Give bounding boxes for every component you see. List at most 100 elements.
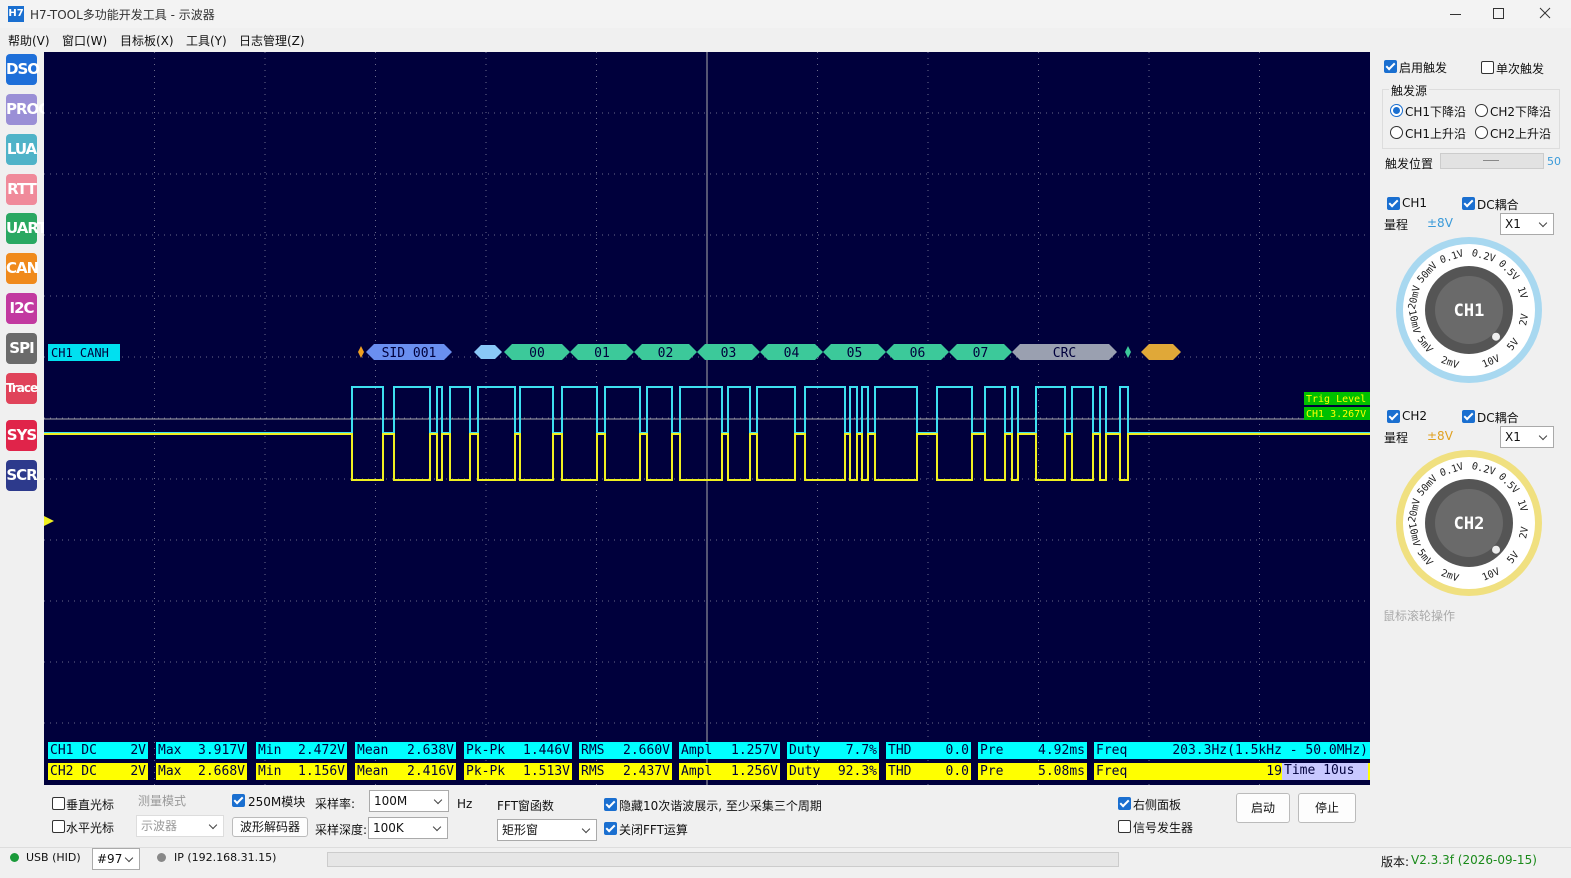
menu-item[interactable]: 帮助(V) [8,34,50,48]
dropdown[interactable]: #97 [92,848,140,870]
measure-cell [787,742,879,759]
label: ±8V [1427,216,1453,230]
tool-tab[interactable]: SPI [6,333,37,364]
checkbox[interactable] [1387,410,1400,423]
label: CH1上升沿 [1405,127,1467,141]
decode-field [504,344,570,360]
progress-bar [327,852,1119,867]
measure-cell [1094,742,1370,759]
checkbox[interactable] [52,820,65,833]
button[interactable]: 波形解码器 [232,817,308,837]
measure-cell [464,742,572,759]
tool-tab[interactable]: SYS [6,420,37,451]
menu-item[interactable]: 工具(Y) [186,34,227,48]
measure-value: 92.3% [837,764,877,779]
measure-value: 2V [130,743,146,758]
checkbox[interactable] [1462,410,1475,423]
measure-value: 1.256V [731,764,778,779]
measure-value: 1.446V [523,743,570,758]
trigger-marker [44,516,54,526]
measure-name: RMS [581,764,605,779]
measure-cell [978,742,1087,759]
checkbox[interactable] [604,798,617,811]
measure-cell [579,763,672,780]
measure-value: 203.3Hz(1.5kHz - 50.0MHz) [1172,743,1368,758]
menu-item[interactable]: 目标板(X) [120,34,174,48]
checkbox[interactable] [1118,820,1131,833]
measure-name: Mean [357,764,389,779]
checkbox[interactable] [52,797,65,810]
menu-item[interactable]: 窗口(W) [62,34,108,48]
decode-field [634,344,697,360]
trigger-label-bg [1304,407,1370,420]
title-bar: H7 H7-TOOL多功能开发工具 - 示波器 [0,0,1571,28]
tool-tab[interactable]: CAN [6,253,39,284]
slider[interactable] [1440,153,1544,169]
measure-name: THD [888,764,912,779]
dropdown[interactable]: X1 [1500,426,1554,448]
dropdown[interactable]: X1 [1500,213,1554,235]
measure-name: CH1 DC [50,743,97,758]
close-button[interactable] [1539,7,1551,19]
measure-name: Mean [357,743,389,758]
label: 采样深度: [315,823,368,837]
label: 50 [1547,155,1561,168]
decode-label: SID 001 [382,346,437,361]
status-text: V2.3.3f (2026-09-15) [1411,853,1537,867]
decode-label: CRC [1053,346,1076,361]
measure-cell [886,742,971,759]
label: CH2下降沿 [1490,105,1552,119]
checkbox[interactable] [604,822,617,835]
tool-tab[interactable]: LUA [6,134,37,165]
tool-tab[interactable]: PROG [6,94,51,125]
scope-screen: CH1 CANH SID 001 00 01 02 03 04 05 06 07 CRC Trig L… [44,52,1370,785]
status-dot [157,853,166,862]
sidebar: DSO PROG LUA RTT UART CAN I2C SPI Trace SYS SCR [0,52,51,492]
decode-marker [358,346,364,358]
tool-tab[interactable]: Trace [6,373,38,404]
measure-cell [355,763,456,780]
tool-tab[interactable]: DSO [6,54,40,85]
tool-tab[interactable]: RTT [6,174,37,205]
checkbox[interactable] [1118,797,1131,810]
measure-name: CH2 DC [50,764,97,779]
checkbox[interactable] [1387,197,1400,210]
maximize-button[interactable] [1493,8,1504,19]
minimize-button[interactable] [1450,14,1461,15]
measure-name: Ampl [681,743,713,758]
time-label: Time 10us [1282,763,1368,780]
checkbox[interactable] [1384,60,1397,73]
checkbox[interactable] [1481,61,1494,74]
radio-button[interactable] [1475,104,1488,117]
tool-tab[interactable]: SCR [6,460,38,491]
checkbox[interactable] [1462,197,1475,210]
decode-label: 05 [847,346,863,361]
radio-button[interactable] [1475,126,1488,139]
window-title: H7-TOOL多功能开发工具 - 示波器 [30,8,215,22]
label: Hz [457,797,473,811]
radio-button[interactable] [1390,104,1403,117]
checkbox[interactable] [232,794,245,807]
menu-item[interactable]: 日志管理(Z) [239,34,305,48]
button[interactable]: 停止 [1298,793,1356,823]
measure-name: Pk-Pk [466,743,506,758]
tool-tab[interactable]: UART [6,213,47,244]
button[interactable]: 启动 [1236,793,1290,823]
dropdown[interactable]: 100K [368,817,448,839]
app-icon: H7 [8,6,24,22]
trigger-label: CH1 3.267V [1306,409,1366,420]
label: CH2 [1402,409,1428,423]
dropdown[interactable]: 示波器 [136,815,224,837]
dropdown[interactable]: 矩形窗 [497,819,597,841]
label: 单次触发 [1496,62,1545,76]
measure-value: 2.638V [407,743,454,758]
measure-cell [679,763,780,780]
dropdown[interactable]: 100M [369,790,449,812]
radio-button[interactable] [1390,126,1403,139]
measure-value: 0.0 [945,743,969,758]
decode-label: 06 [910,346,926,361]
tool-tab[interactable]: I2C [6,293,37,324]
